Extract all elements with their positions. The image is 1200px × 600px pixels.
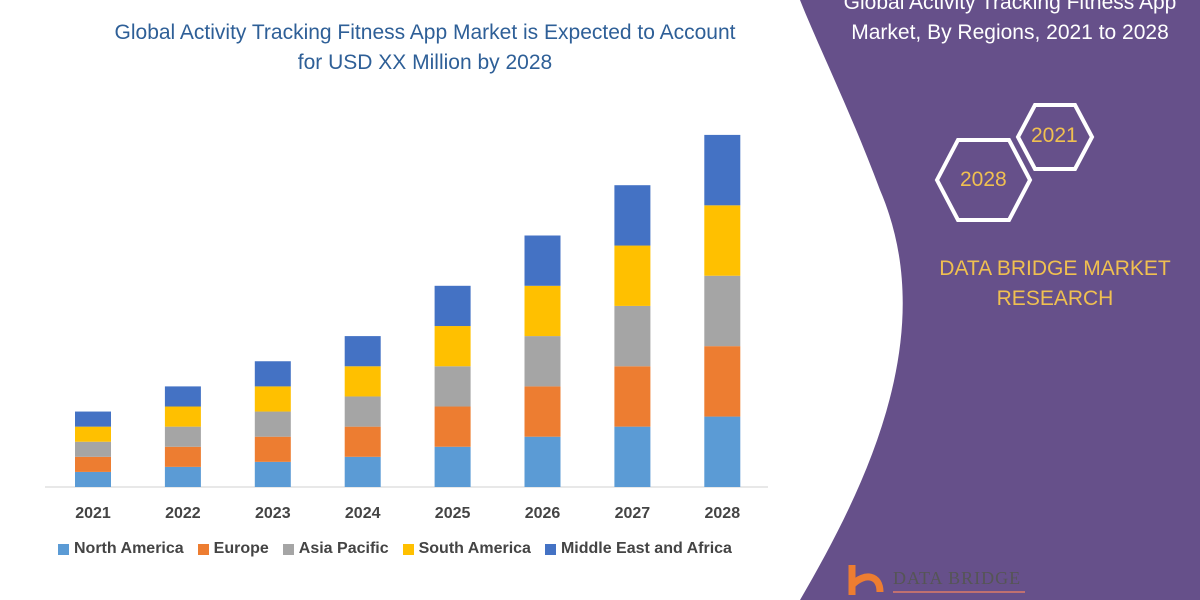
legend-item: Europe bbox=[197, 540, 269, 558]
bar-segment-middle-east-and-africa bbox=[344, 336, 381, 367]
bar-segment-middle-east-and-africa bbox=[434, 285, 471, 327]
bar-segment-middle-east-and-africa bbox=[614, 185, 651, 246]
bar-segment-asia-pacific bbox=[704, 275, 741, 347]
legend-swatch bbox=[58, 543, 69, 555]
bar-segment-north-america bbox=[704, 416, 741, 487]
legend: North America Europe Asia Pacific South … bbox=[58, 540, 732, 558]
bar-segment-asia-pacific bbox=[614, 305, 651, 367]
bar-segment-asia-pacific bbox=[254, 411, 291, 437]
legend-swatch bbox=[544, 543, 556, 555]
bar-segment-asia-pacific bbox=[434, 366, 471, 407]
bar-segment-north-america bbox=[434, 446, 471, 487]
bar-segment-europe bbox=[434, 406, 471, 447]
bar-segment-south-america bbox=[704, 205, 741, 276]
hex-label-2021: 2021 bbox=[1031, 124, 1078, 147]
bar-segment-north-america bbox=[344, 456, 381, 487]
bar-segment-asia-pacific bbox=[75, 441, 111, 457]
bar-segment-north-america bbox=[254, 461, 291, 487]
bar-segment-middle-east-and-africa bbox=[524, 235, 561, 286]
bar-segment-asia-pacific bbox=[164, 426, 201, 447]
bar-segment-middle-east-and-africa bbox=[75, 411, 111, 427]
legend-item: South America bbox=[402, 540, 531, 558]
bar-segment-north-america bbox=[75, 471, 111, 487]
x-tick-label: 2028 bbox=[705, 505, 741, 522]
legend-label: North America bbox=[74, 540, 184, 557]
legend-swatch bbox=[197, 543, 209, 555]
chart-title: Global Activity Tracking Fitness App Mar… bbox=[114, 21, 736, 74]
bar-segment-north-america bbox=[164, 466, 201, 487]
legend-item: Middle East and Africa bbox=[544, 540, 732, 558]
x-tick-label: 2022 bbox=[165, 505, 201, 522]
bar-segment-north-america bbox=[614, 426, 651, 487]
side-panel bbox=[800, 0, 1200, 600]
bar-segment-south-america bbox=[524, 285, 561, 337]
bar-segment-north-america bbox=[524, 436, 561, 487]
legend-label: Asia Pacific bbox=[298, 540, 389, 557]
bar-segment-europe bbox=[254, 436, 291, 462]
legend-label: Europe bbox=[213, 540, 269, 557]
bar-segment-south-america bbox=[344, 366, 381, 397]
legend-label: South America bbox=[418, 540, 531, 557]
bar-segment-middle-east-and-africa bbox=[704, 134, 741, 206]
bar-segment-europe bbox=[704, 346, 741, 417]
x-tick-label: 2023 bbox=[255, 505, 291, 522]
legend-label: Middle East and Africa bbox=[560, 540, 732, 557]
bar-segment-south-america bbox=[254, 386, 291, 412]
bar-segment-asia-pacific bbox=[524, 336, 561, 387]
bar-segment-middle-east-and-africa bbox=[254, 361, 291, 387]
chart-area: 2021 2022 2023 2024 2025 2026 2027 2028 bbox=[45, 134, 768, 522]
side-title: Global Activity Tracking Fitness App Mar… bbox=[843, 0, 1177, 44]
bar-segment-asia-pacific bbox=[344, 396, 381, 427]
x-tick-label: 2026 bbox=[525, 505, 561, 522]
hex-2021 bbox=[1015, 103, 1095, 171]
bar-segment-south-america bbox=[164, 406, 201, 427]
bar-segment-europe bbox=[164, 446, 201, 467]
legend-swatch bbox=[282, 543, 294, 555]
bar-segment-south-america bbox=[614, 245, 651, 306]
bar-segment-south-america bbox=[75, 426, 111, 442]
bar-segment-south-america bbox=[434, 326, 471, 367]
bar-segment-europe bbox=[614, 366, 651, 427]
x-tick-label: 2024 bbox=[345, 505, 381, 522]
x-tick-label: 2027 bbox=[615, 505, 651, 522]
brand-text: DATA BRIDGE MARKET RESEARCH bbox=[939, 257, 1171, 310]
bar-segment-europe bbox=[344, 426, 381, 457]
legend-item: North America bbox=[58, 540, 184, 558]
legend-swatch bbox=[402, 543, 414, 555]
hex-label-2028: 2028 bbox=[960, 168, 1007, 191]
bar-segment-europe bbox=[75, 456, 111, 472]
bar-segment-europe bbox=[524, 386, 561, 437]
x-tick-label: 2025 bbox=[435, 505, 471, 522]
legend-item: Asia Pacific bbox=[282, 540, 389, 558]
hex-2028 bbox=[934, 138, 1033, 222]
logo-text: DATA BRIDGE bbox=[893, 568, 1022, 588]
logo-icon bbox=[848, 565, 884, 595]
bar-segment-middle-east-and-africa bbox=[164, 386, 201, 407]
x-tick-label: 2021 bbox=[75, 505, 111, 522]
